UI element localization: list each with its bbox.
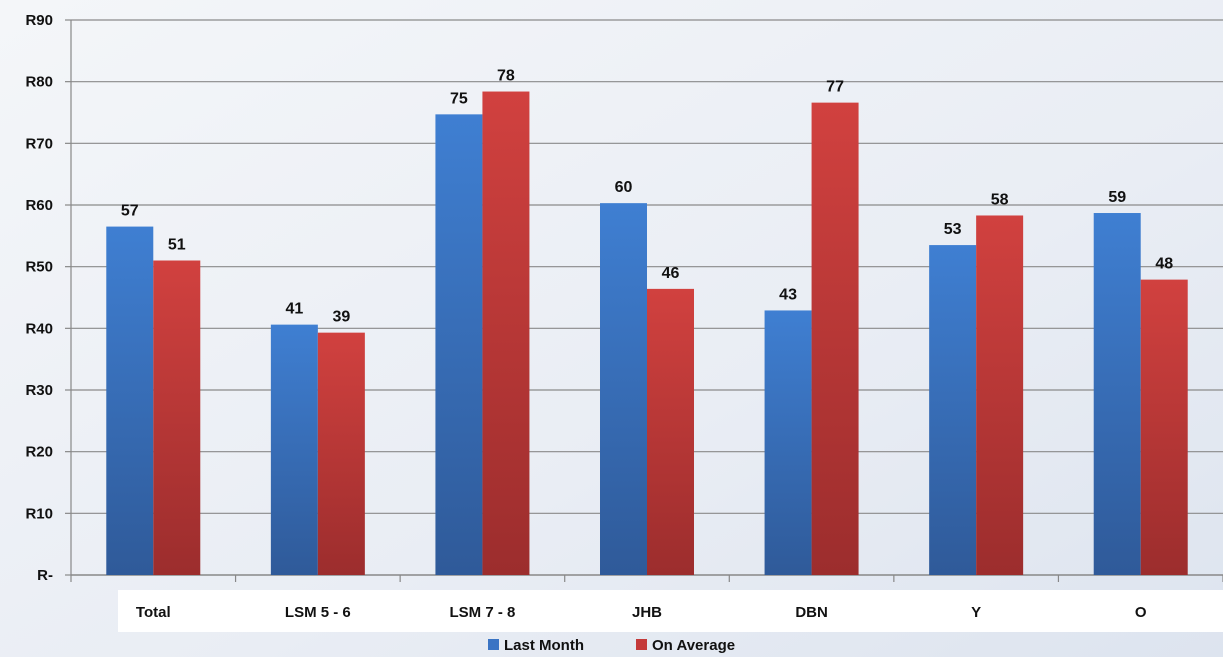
data-label: 58: [991, 191, 1009, 208]
y-tick-label: R60: [25, 197, 53, 214]
data-label: 51: [168, 237, 186, 254]
category-label: LSM 7 - 8: [449, 604, 515, 621]
y-tick-label: R30: [25, 382, 53, 399]
y-axis-tick-labels: R- R10 R20 R30 R40 R50 R60 R70 R80 R90: [25, 12, 53, 584]
data-label: 43: [779, 286, 797, 303]
data-labels: 57 41 75 60 43 53 59 51 39 78 46 77 58 48: [121, 68, 1173, 326]
bar-on-average: [811, 102, 859, 575]
bar-last-month: [929, 245, 977, 576]
category-labels: Total LSM 5 - 6 LSM 7 - 8 JHB DBN Y O: [136, 604, 1147, 621]
category-label: DBN: [795, 604, 828, 621]
category-label: O: [1135, 604, 1147, 621]
legend: Last Month On Average: [488, 637, 735, 654]
y-tick-label: R-: [37, 567, 53, 584]
category-label: Y: [971, 604, 981, 621]
y-tick-label: R20: [25, 444, 53, 461]
bar-last-month: [106, 226, 154, 576]
y-tick-label: R70: [25, 135, 53, 152]
y-tick-label: R10: [25, 505, 53, 522]
data-label: 59: [1108, 189, 1126, 206]
y-tick-label: R80: [25, 74, 53, 91]
data-label: 53: [944, 221, 962, 238]
bar-on-average: [1140, 279, 1188, 575]
bar-on-average: [647, 288, 694, 575]
data-label: 41: [285, 301, 303, 318]
data-label: 46: [662, 265, 680, 282]
bar-last-month: [270, 324, 318, 575]
bar-last-month: [1093, 213, 1141, 575]
y-tick-label: R50: [25, 259, 53, 276]
bar-last-month: [435, 114, 483, 575]
data-label: 78: [497, 68, 515, 85]
data-label: 75: [450, 90, 468, 107]
legend-label: On Average: [652, 637, 735, 654]
bar-on-average: [482, 91, 530, 576]
bar-on-average: [317, 332, 365, 575]
bar-on-average: [976, 215, 1024, 575]
legend-label: Last Month: [504, 637, 584, 654]
data-label: 39: [332, 309, 350, 326]
legend-swatch: [636, 639, 647, 650]
category-label: Total: [136, 604, 171, 621]
bars: [106, 91, 1188, 576]
legend-swatch: [488, 639, 499, 650]
bar-last-month: [764, 310, 812, 575]
data-label: 77: [826, 79, 844, 96]
y-tick-label: R90: [25, 12, 53, 29]
category-label: LSM 5 - 6: [285, 604, 351, 621]
data-label: 57: [121, 203, 139, 220]
category-label: JHB: [632, 604, 662, 621]
category-label-band: [118, 590, 1223, 632]
data-label: 48: [1155, 256, 1173, 273]
bar-on-average: [153, 260, 201, 575]
bar-last-month: [600, 203, 647, 575]
y-tick-label: R40: [25, 320, 53, 337]
data-label: 60: [615, 179, 633, 196]
